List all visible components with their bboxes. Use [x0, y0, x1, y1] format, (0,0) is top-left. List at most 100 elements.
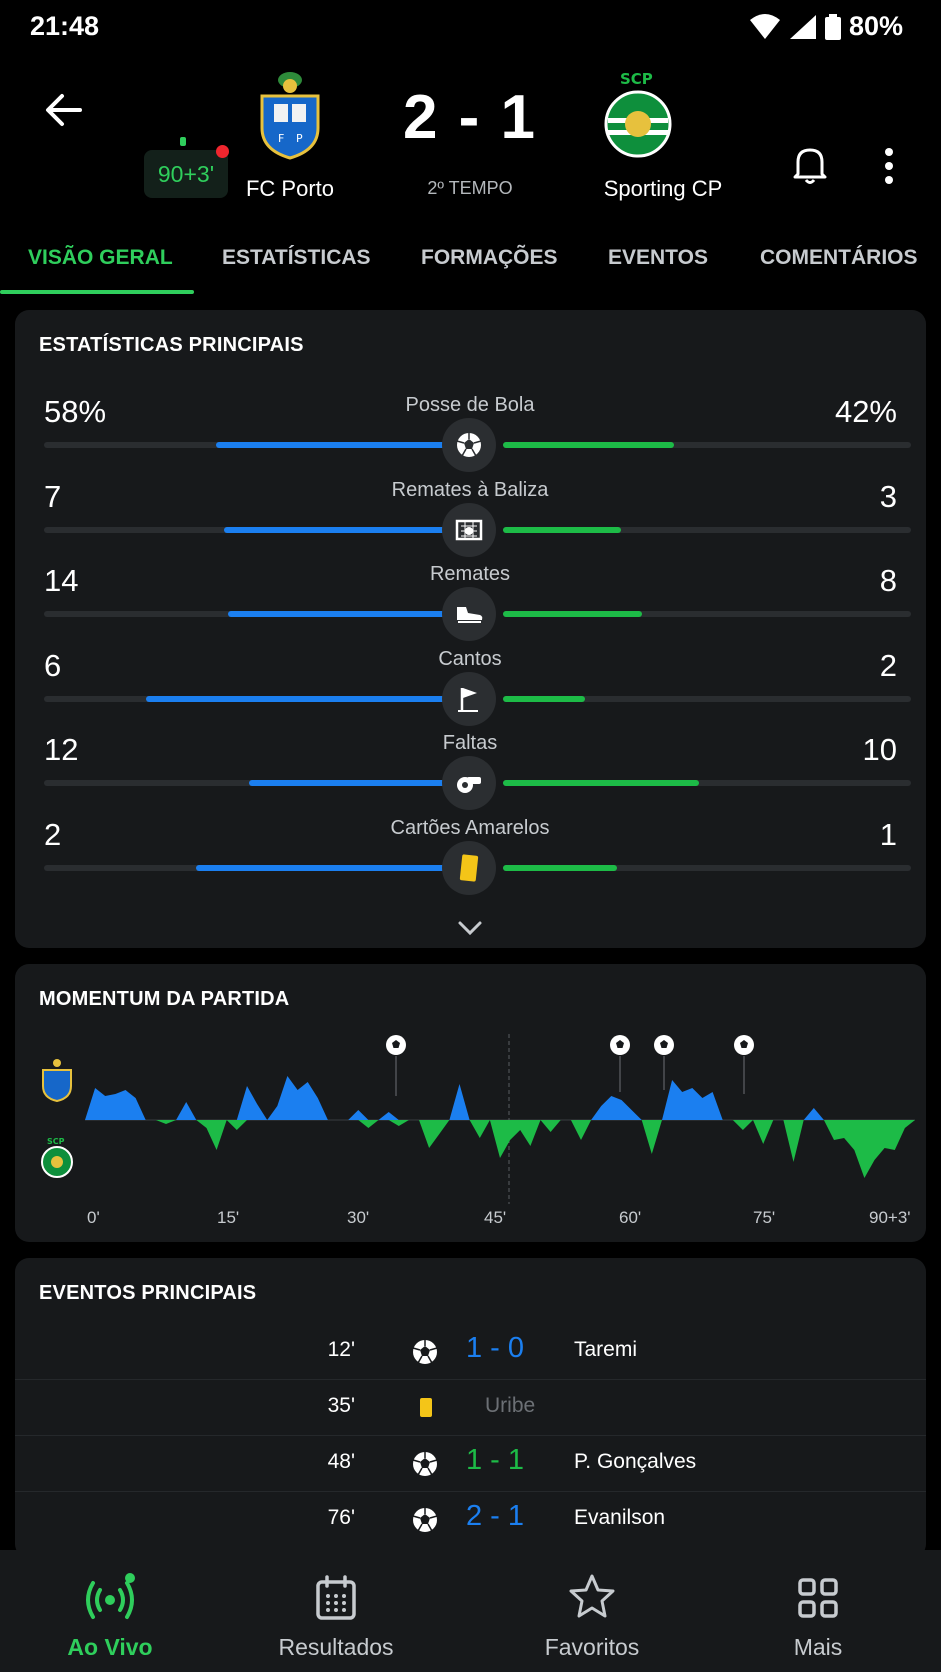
nav-favoritos[interactable]: Favoritos	[492, 1550, 692, 1672]
svg-text:F: F	[278, 132, 284, 145]
event-minute: 35'	[327, 1394, 355, 1417]
stat-away-value: 10	[862, 732, 897, 767]
home-bar-track	[44, 695, 454, 702]
more-options-icon[interactable]	[876, 146, 902, 190]
stat-row: 7 Remates à Baliza 3	[15, 479, 926, 563]
event-score: 1 - 0	[465, 1332, 525, 1364]
event-row[interactable]: 76' 2 - 1 Evanilson	[15, 1492, 926, 1548]
tab-comentarios[interactable]: COMENTÁRIOS	[760, 246, 918, 269]
away-bar-fill	[503, 442, 674, 448]
home-team-name[interactable]: FC Porto	[245, 176, 335, 201]
main-stats-title: ESTATÍSTICAS PRINCIPAIS	[39, 334, 304, 356]
live-dot	[216, 145, 229, 158]
home-bar-track	[44, 526, 454, 533]
stat-away-value: 42%	[834, 394, 897, 429]
nav-ao-vivo[interactable]: Ao Vivo	[10, 1550, 210, 1672]
goal-ball-icon	[411, 1450, 439, 1478]
goal-ball-icon	[386, 1035, 406, 1055]
stat-row: 12 Faltas 10	[15, 732, 926, 816]
home-bar-track	[44, 611, 454, 617]
key-events-card: EVENTOS PRINCIPAIS 12' 1 - 0 Taremi 35' Urib…	[15, 1258, 926, 1558]
svg-text:SCP: SCP	[620, 70, 653, 88]
back-arrow-icon[interactable]	[40, 86, 88, 134]
home-bar-fill	[224, 526, 454, 533]
away-team-name[interactable]: Sporting CP	[603, 176, 723, 201]
momentum-axis-label: 75'	[753, 1208, 776, 1227]
status-bar: 21:48 80%	[0, 0, 941, 54]
momentum-axis-label: 90+3'	[869, 1208, 911, 1227]
stat-row: 58% Posse de Bola 42%	[15, 394, 926, 478]
home-bar-fill	[146, 695, 454, 702]
stat-home-value: 12	[44, 732, 79, 767]
signal-icon	[789, 14, 816, 39]
ball-icon	[442, 418, 496, 472]
active-tab-indicator	[0, 290, 194, 294]
fc-porto-crest[interactable]: F P	[250, 70, 330, 160]
away-bar-fill	[503, 611, 642, 617]
stat-label: Posse de Bola	[405, 394, 535, 416]
event-row[interactable]: 12' 1 - 0 Taremi	[15, 1324, 926, 1380]
event-player: Evanilson	[574, 1506, 666, 1529]
home-bar-track	[44, 442, 454, 448]
stat-label: Faltas	[442, 732, 498, 754]
momentum-axis-label: 60'	[619, 1208, 642, 1227]
bottom-navigation: Ao Vivo Resultados Favoritos Mais	[0, 1550, 941, 1672]
chevron-down-icon[interactable]	[455, 918, 485, 938]
event-score: 2 - 1	[465, 1500, 525, 1532]
event-row[interactable]: 48' 1 - 1 P. Gonçalves	[15, 1436, 926, 1492]
nav-resultados[interactable]: Resultados	[236, 1550, 436, 1672]
home-momentum-area	[85, 1076, 915, 1120]
nav-mais[interactable]: Mais	[718, 1550, 918, 1672]
bell-icon[interactable]	[790, 142, 830, 186]
event-row[interactable]: 35' Uribe	[15, 1380, 926, 1436]
away-bar-fill	[503, 526, 621, 533]
event-player: P. Gonçalves	[574, 1450, 697, 1473]
grid-icon	[798, 1578, 838, 1618]
calendar-icon	[316, 1575, 356, 1620]
away-bar-track	[503, 695, 911, 702]
nav-mais-label: Mais	[793, 1634, 843, 1660]
stat-away-value: 8	[879, 563, 897, 598]
sporting-cp-crest[interactable]: SCP	[598, 70, 678, 160]
away-bar-track	[503, 611, 911, 617]
away-bar-track	[503, 780, 911, 786]
stat-label: Remates à Baliza	[391, 478, 549, 501]
svg-text:SCP: SCP	[47, 1137, 65, 1146]
away-bar-fill	[503, 695, 585, 702]
stat-away-value: 3	[879, 478, 897, 514]
event-minute: 76'	[327, 1506, 355, 1529]
momentum-title: MOMENTUM DA PARTIDA	[39, 988, 290, 1010]
status-time: 21:48	[30, 11, 100, 41]
goal-ball-icon	[610, 1035, 630, 1055]
home-bar-track	[44, 780, 454, 786]
goal-ball-icon	[654, 1035, 674, 1055]
home-bar-fill	[196, 864, 454, 871]
goal-ball-icon	[411, 1338, 439, 1366]
home-bar-fill	[228, 611, 454, 617]
momentum-axis-label: 45'	[484, 1208, 507, 1227]
sporting-cp-small-crest: SCP	[41, 1137, 73, 1178]
battery-icon	[824, 13, 841, 40]
momentum-axis-label: 30'	[347, 1208, 370, 1227]
stat-away-value: 1	[879, 816, 897, 852]
tab-formacoes[interactable]: FORMAÇÕES	[421, 246, 558, 269]
away-bar-track	[503, 864, 911, 871]
tab-visao-geral[interactable]: VISÃO GERAL	[28, 246, 173, 269]
stat-home-value: 7	[44, 478, 62, 514]
away-bar-fill	[503, 864, 617, 871]
fc-porto-small-crest	[42, 1059, 72, 1102]
yellow-card-icon	[442, 840, 496, 895]
stat-row: 2 Cartões Amarelos 1	[15, 817, 926, 901]
home-bar-fill	[249, 780, 454, 786]
event-minute: 48'	[327, 1450, 355, 1473]
momentum-axis-label: 0'	[87, 1208, 100, 1227]
battery-percent: 80%	[848, 11, 903, 41]
tab-estatisticas[interactable]: ESTATÍSTICAS	[222, 246, 371, 269]
momentum-chart	[85, 1034, 915, 1204]
match-score: 2 - 1	[402, 83, 538, 152]
event-minute: 12'	[327, 1338, 355, 1361]
yellow-card-icon	[411, 1394, 439, 1422]
goal-net-icon	[442, 502, 496, 557]
tab-eventos[interactable]: EVENTOS	[608, 246, 708, 269]
stat-home-value: 58%	[44, 394, 107, 429]
